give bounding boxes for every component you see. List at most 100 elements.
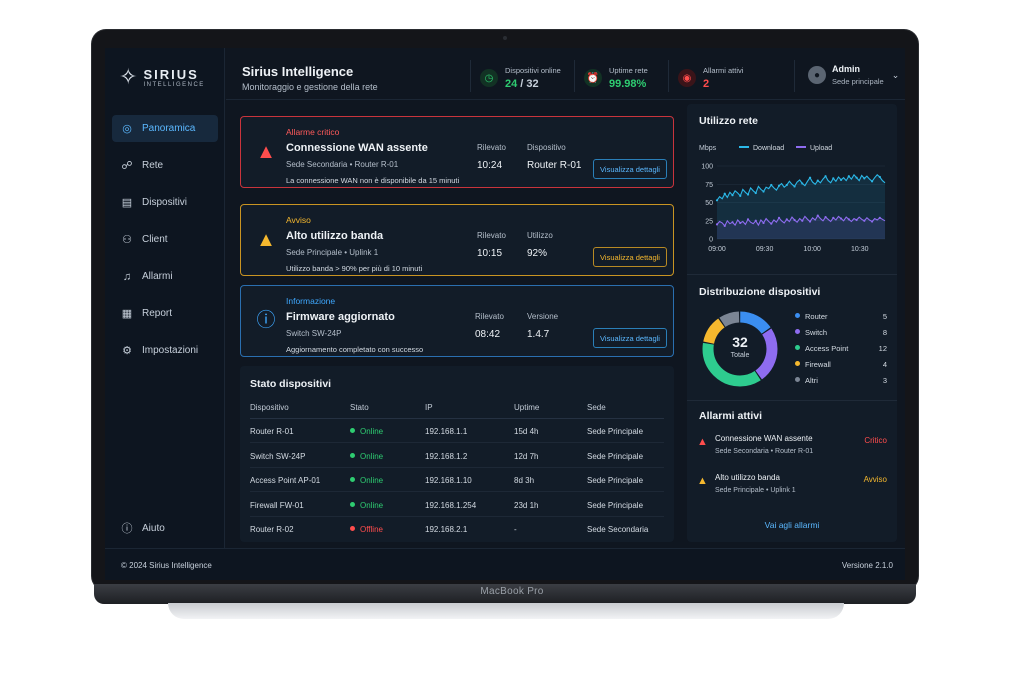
donut-slice-access-point — [702, 311, 778, 387]
alarm-title: Connessione WAN assente — [715, 434, 813, 443]
alert-col-label: Rilevato — [475, 312, 504, 321]
sidebar-item-dispositivi[interactable]: ▤ Dispositivi — [112, 189, 218, 216]
sidebar-item-client[interactable]: ⚇ Client — [112, 226, 218, 253]
divider — [574, 60, 575, 92]
panel-title: Stato dispositivi — [250, 378, 332, 390]
legend-dot-icon — [795, 329, 800, 334]
distribution-total: 32 — [732, 334, 748, 350]
alert-col-value: 92% — [527, 248, 548, 259]
table-row[interactable]: Router R-01 Online 192.168.1.1 15d 4h Sede P… — [250, 419, 664, 443]
user-site: Sede principale — [832, 77, 884, 86]
download-series-point — [870, 180, 874, 183]
alert-meta: Sede Principale • Uplink 1 — [286, 248, 379, 257]
download-series-point — [824, 175, 827, 178]
device-label: MacBook Pro — [480, 586, 544, 597]
alert-meta: Switch SW-24P — [286, 329, 342, 338]
table-row[interactable]: Access Point AP-01 Online 192.168.1.10 8d 3… — [250, 468, 664, 492]
table-cell: Router R-01 — [250, 427, 294, 436]
upload-series-point — [847, 218, 850, 221]
upload-series-area — [717, 215, 885, 239]
device-distribution-donut — [702, 311, 778, 387]
donut-slice-switch — [702, 311, 778, 387]
network-icon: ☍ — [121, 160, 133, 172]
stat-value: 99.98% — [609, 78, 647, 90]
status-dot-icon — [350, 428, 355, 433]
legend-label: Firewall — [805, 360, 831, 369]
sidebar-item-panoramica[interactable]: ◎ Panoramica — [112, 115, 218, 142]
upload-series-point — [746, 218, 750, 221]
table-cell: 23d 1h — [514, 500, 539, 510]
chevron-down-icon: ⌄ — [891, 69, 900, 80]
table-row[interactable]: Firewall FW-01 Online 192.168.1.254 23d 1h S… — [250, 493, 664, 517]
alert-kind: Informazione — [286, 296, 336, 306]
report-icon: ▦ — [121, 308, 133, 320]
view-details-button[interactable]: Visualizza dettagli — [593, 247, 667, 267]
legend-value: 3 — [882, 376, 887, 385]
table-cell: Firewall FW-01 — [250, 500, 304, 510]
table-row[interactable]: Switch SW-24P Online 192.168.1.2 12d 7h Sede… — [250, 444, 664, 468]
status-badge: Online — [350, 501, 383, 510]
table-cell: Sede Principale — [587, 427, 644, 436]
alert-desc: Utilizzo banda > 90% per più di 10 minut… — [286, 264, 423, 273]
sidebar-item-impostazioni[interactable]: ⚙ Impostazioni — [112, 337, 218, 364]
y-tick-label: 0 — [709, 237, 713, 244]
go-to-alarms-link[interactable]: Vai agli allarmi — [764, 520, 820, 530]
help-label: Aiuto — [142, 522, 165, 534]
user-name: Admin — [832, 64, 860, 74]
alert-col-label: Rilevato — [477, 143, 506, 152]
header: Sirius Intelligence Monitoraggio e gesti… — [226, 48, 905, 100]
table-cell: - — [514, 525, 517, 534]
help-link[interactable]: ⓘ Aiuto — [121, 520, 165, 536]
sidebar-item-rete[interactable]: ☍ Rete — [112, 152, 218, 179]
status-badge: Online — [350, 452, 383, 461]
dashboard-icon: ◎ — [122, 123, 132, 135]
sidebar-item-label: Allarmi — [142, 271, 173, 282]
upload-series-point — [731, 221, 734, 224]
view-details-button[interactable]: Visualizza dettagli — [593, 159, 667, 179]
alarm-item[interactable]: ▲ Alto utilizzo banda Sede Principale • … — [697, 473, 887, 503]
gear-icon: ⚙ — [122, 345, 132, 357]
network-usage-title: Utilizzo rete — [699, 115, 758, 127]
alarm-item[interactable]: ▲ Connessione WAN assente Sede Secondari… — [697, 434, 887, 464]
alert-col-label: Versione — [527, 312, 559, 321]
download-series-point — [808, 176, 812, 179]
column-header: Stato — [350, 403, 369, 412]
upload-series-point — [863, 219, 866, 222]
sidebar: ✧ SIRIUS INTELLIGENCE ◎ Panoramica ☍ Rete … — [105, 48, 225, 548]
status-text: Online — [360, 427, 384, 436]
view-details-button[interactable]: Visualizza dettagli — [593, 328, 667, 348]
distribution-legend-item: Access Point 12 — [795, 344, 887, 358]
sidebar-nav: ◎ Panoramica ☍ Rete ▤ Dispositivi ⚇ Client ♫… — [112, 115, 218, 374]
alert-desc: La connessione WAN non è disponibile da … — [286, 176, 460, 185]
legend-label: Download — [753, 145, 784, 152]
stat-label: Uptime rete — [609, 66, 648, 75]
version-label: Versione 2.1.0 — [841, 561, 893, 570]
table-row[interactable]: Router R-02 Offline 192.168.2.1 - Sede Secon… — [250, 517, 664, 541]
x-tick-label: 09:00 — [708, 246, 726, 253]
user-menu[interactable]: ● Admin Sede principale ⌄ — [808, 64, 899, 86]
page-title: Sirius Intelligence — [242, 64, 354, 79]
divider — [668, 60, 669, 92]
sidebar-item-report[interactable]: ▦ Report — [112, 300, 218, 327]
download-series-point — [731, 194, 734, 197]
laptop-base — [94, 584, 916, 604]
divider — [687, 274, 897, 275]
status-badge: Online — [350, 427, 383, 436]
warning-triangle-icon: ▲ — [256, 141, 276, 163]
table-cell: 15d 4h — [514, 427, 539, 436]
sidebar-item-allarmi[interactable]: ♫ Allarmi — [112, 263, 218, 290]
alert-col-label: Rilevato — [477, 231, 506, 240]
upload-series-point — [808, 220, 812, 223]
table-cell: Sede Secondaria — [587, 525, 649, 534]
y-tick-label: 50 — [705, 200, 713, 207]
sidebar-item-label: Client — [142, 234, 168, 245]
sidebar-item-label: Impostazioni — [142, 345, 199, 356]
star-logo-icon: ✧ — [119, 64, 138, 89]
stat-label: Dispositivi online — [505, 66, 561, 75]
distribution-title: Distribuzione dispositivi — [699, 286, 821, 298]
brand-sub: INTELLIGENCE — [143, 81, 205, 88]
warning-triangle-icon: ▲ — [697, 475, 708, 487]
table-cell: Switch SW-24P — [250, 451, 306, 461]
table-cell: Sede Principale — [587, 476, 644, 485]
stat-label: Allarmi attivi — [703, 66, 744, 75]
